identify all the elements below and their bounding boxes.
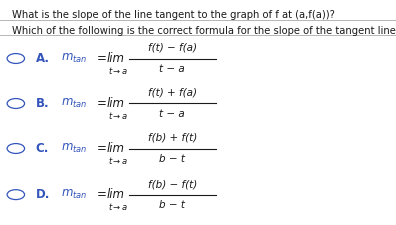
Text: t − a: t − a: [159, 64, 185, 74]
Text: B.: B.: [36, 97, 49, 110]
Text: lim: lim: [106, 97, 124, 110]
Text: $\mathit{m}_{\mathit{tan}}$: $\mathit{m}_{\mathit{tan}}$: [61, 97, 88, 110]
Text: lim: lim: [106, 142, 124, 155]
Text: $\mathit{m}_{\mathit{tan}}$: $\mathit{m}_{\mathit{tan}}$: [61, 188, 88, 201]
Text: =: =: [97, 188, 107, 201]
Text: D.: D.: [36, 188, 50, 201]
Text: $t{\rightarrow}a$: $t{\rightarrow}a$: [108, 201, 128, 212]
Text: b − t: b − t: [159, 200, 185, 210]
Text: $t{\rightarrow}a$: $t{\rightarrow}a$: [108, 155, 128, 166]
Text: What is the slope of the line tangent to the graph of f at (a,f(a))?: What is the slope of the line tangent to…: [12, 10, 335, 20]
Text: =: =: [97, 142, 107, 155]
Text: t − a: t − a: [159, 109, 185, 119]
Text: $t{\rightarrow}a$: $t{\rightarrow}a$: [108, 65, 128, 76]
Text: C.: C.: [36, 142, 49, 155]
Text: Which of the following is the correct formula for the slope of the tangent line?: Which of the following is the correct fo…: [12, 26, 396, 36]
Text: f(t) + f(a): f(t) + f(a): [148, 88, 197, 98]
Text: lim: lim: [106, 52, 124, 65]
Text: $t{\rightarrow}a$: $t{\rightarrow}a$: [108, 110, 128, 121]
Text: lim: lim: [106, 188, 124, 201]
Text: $\mathit{m}_{\mathit{tan}}$: $\mathit{m}_{\mathit{tan}}$: [61, 52, 88, 65]
Text: b − t: b − t: [159, 154, 185, 164]
Text: $\mathit{m}_{\mathit{tan}}$: $\mathit{m}_{\mathit{tan}}$: [61, 142, 88, 155]
Text: f(b) − f(t): f(b) − f(t): [148, 179, 197, 189]
Text: A.: A.: [36, 52, 50, 65]
Text: f(t) − f(a): f(t) − f(a): [148, 43, 197, 53]
Text: =: =: [97, 52, 107, 65]
Text: f(b) + f(t): f(b) + f(t): [148, 133, 197, 143]
Text: =: =: [97, 97, 107, 110]
